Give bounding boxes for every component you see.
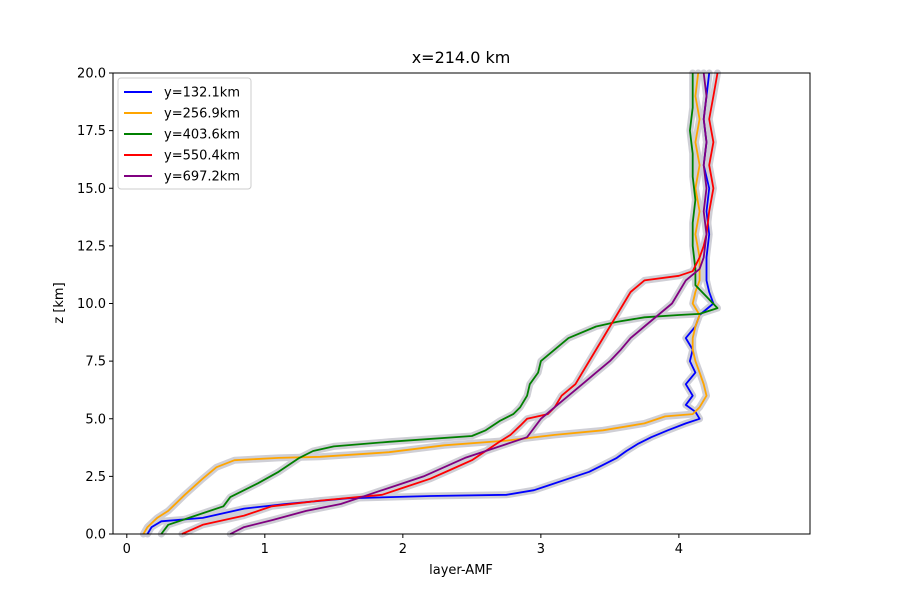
series-lines [142, 72, 719, 535]
legend: y=132.1km y=256.9km y=403.6km y=550.4km y=69… [117, 77, 252, 190]
y-tick-label: 20.0 [77, 67, 106, 82]
series-line-2 [142, 72, 708, 535]
x-tick-label: 4 [675, 542, 683, 557]
y-tick-label: 7.5 [85, 355, 106, 370]
y-tick-label: 12.5 [77, 239, 106, 254]
y-tick-label: 10.0 [77, 297, 106, 312]
y-tick-label: 15.0 [77, 182, 106, 197]
y-tick-label: 2.5 [85, 470, 106, 485]
y-tick-label: 0.0 [85, 528, 106, 543]
y-tick-label: 5.0 [85, 412, 106, 427]
series-line-4 [181, 72, 719, 535]
y-axis-ticks: 0.0 2.5 5.0 7.5 10.0 12.5 15.0 17.5 20.0 [77, 67, 113, 543]
series-line-5 [229, 72, 708, 535]
legend-label: y=256.9km [164, 107, 240, 122]
x-tick-label: 3 [537, 542, 545, 557]
legend-label: y=132.1km [164, 86, 240, 101]
x-tick-label: 2 [399, 542, 407, 557]
series-line-3 [160, 73, 719, 535]
x-tick-label: 1 [261, 542, 269, 557]
legend-label: y=403.6km [164, 128, 240, 143]
x-tick-label: 0 [123, 542, 131, 557]
legend-box [117, 77, 252, 190]
x-axis-ticks: 0 1 2 3 4 [123, 534, 683, 557]
x-axis-label: layer-AMF [429, 563, 493, 578]
y-axis-label: z [km] [52, 282, 67, 323]
legend-label: y=550.4km [164, 149, 240, 164]
legend-label: y=697.2km [164, 170, 240, 185]
y-tick-label: 17.5 [77, 124, 106, 139]
chart-title: x=214.0 km [412, 48, 511, 67]
